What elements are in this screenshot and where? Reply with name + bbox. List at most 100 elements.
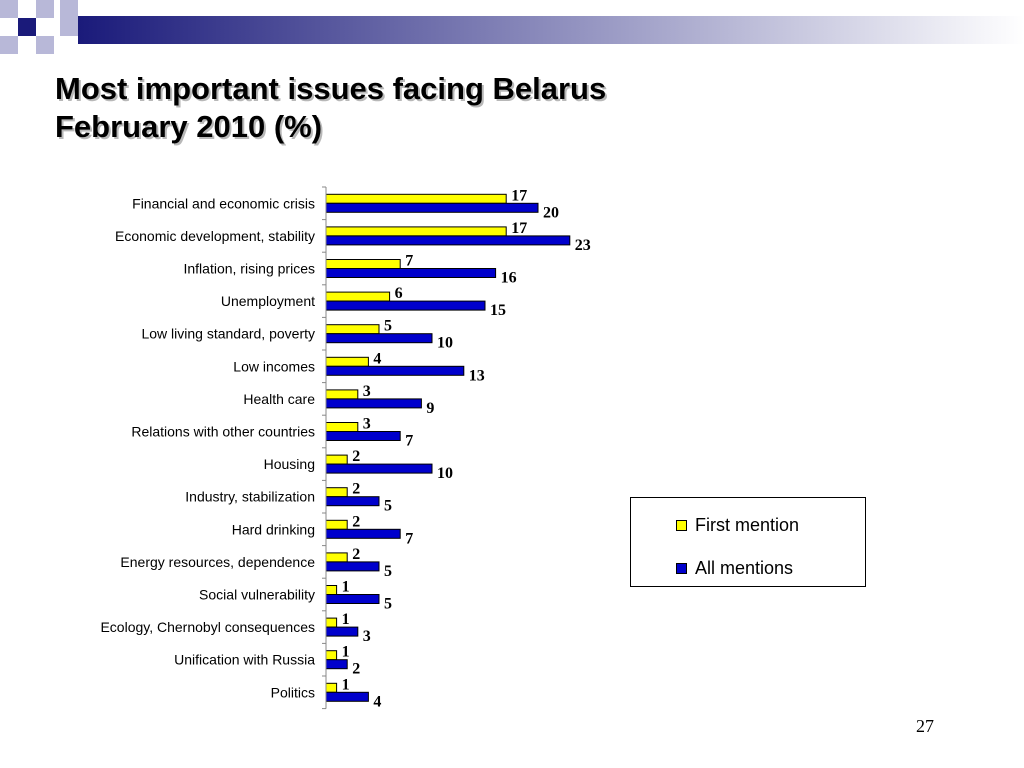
decor-square [42,18,56,32]
data-label-first-mention: 2 [352,546,360,563]
bar-first-mention [325,454,348,465]
category-label: Low incomes [233,358,315,374]
decor-square [18,18,36,36]
decor-square [36,0,54,18]
category-label: Financial and economic crisis [132,195,315,211]
data-label-first-mention: 17 [511,220,527,237]
data-label-all-mentions: 4 [373,693,381,710]
data-label-first-mention: 1 [342,644,350,661]
bar-first-mention [325,422,359,432]
legend-swatch-first-mention [676,520,687,531]
corner-decoration [0,0,1024,54]
decor-square [0,36,18,54]
bar-first-mention [325,291,391,302]
data-label-first-mention: 3 [363,383,371,400]
bar-first-mention [325,259,401,269]
category-label: Politics [271,684,315,700]
title-line-1: Most important issues facing Belarus [55,71,607,106]
legend-item-first-mention: First mention [676,515,799,536]
legend-swatch-all-mentions [676,563,687,574]
category-label: Hard drinking [232,521,315,537]
bar-first-mention [325,552,348,563]
bar-first-mention [325,389,359,400]
data-label-all-mentions: 2 [352,661,360,678]
legend-label-all-mentions: All mentions [695,558,794,578]
data-label-all-mentions: 15 [490,302,506,319]
slide-title: Most important issues facing Belarus Feb… [55,70,606,146]
data-label-all-mentions: 9 [426,400,434,417]
legend-label-first-mention: First mention [695,515,800,535]
bar-all-mentions [325,528,401,539]
bar-all-mentions [325,463,433,474]
data-label-all-mentions: 5 [384,563,392,580]
category-label: Unification with Russia [174,652,315,668]
data-label-first-mention: 2 [352,481,360,498]
bar-first-mention [325,324,380,335]
bar-first-mention [325,617,338,628]
category-label: Inflation, rising prices [183,261,315,277]
data-label-all-mentions: 16 [501,270,517,287]
data-label-first-mention: 2 [352,513,360,530]
decor-square [18,0,32,14]
bar-first-mention [325,519,348,530]
data-label-all-mentions: 10 [437,335,453,352]
data-label-first-mention: 4 [373,350,381,367]
data-label-all-mentions: 13 [469,367,485,384]
category-label: Relations with other countries [131,424,315,440]
data-label-first-mention: 2 [352,448,360,465]
data-label-all-mentions: 7 [405,530,413,547]
bar-first-mention [325,682,338,693]
category-label: Energy resources, dependence [120,554,315,570]
title-line-2: February 2010 (%) [55,109,323,144]
category-label: Housing [264,456,315,472]
bar-all-mentions [325,496,380,507]
decor-square [60,18,78,36]
bar-first-mention [325,193,507,204]
category-label: Ecology, Chernobyl consequences [100,619,315,635]
decor-square [60,0,78,18]
data-label-all-mentions: 5 [384,596,392,613]
data-label-first-mention: 3 [363,416,371,433]
data-label-first-mention: 6 [395,285,403,302]
category-label: Low living standard, poverty [141,326,315,342]
bar-all-mentions [325,268,497,278]
data-label-first-mention: 1 [342,611,350,628]
category-label: Economic development, stability [115,228,315,244]
slide-number: 27 [916,716,934,736]
bar-first-mention [325,226,507,237]
bar-chart: Financial and economic crisis 1720Economi… [100,186,591,710]
bar-all-mentions [325,561,380,572]
decor-square [0,0,18,18]
bar-first-mention [325,585,338,595]
header-band [78,16,1024,44]
category-label: Health care [243,391,315,407]
decor-square [36,36,54,54]
data-label-all-mentions: 23 [575,237,591,254]
chart-legend: First mention All mentions [630,497,866,587]
data-label-first-mention: 7 [405,253,413,270]
data-label-all-mentions: 20 [543,204,559,221]
bar-first-mention [325,356,369,367]
bar-all-mentions [325,594,380,604]
data-label-all-mentions: 7 [405,433,413,450]
data-label-all-mentions: 3 [363,628,371,645]
data-label-first-mention: 1 [342,676,350,693]
bar-all-mentions [325,365,465,376]
bar-all-mentions [325,691,369,702]
data-label-first-mention: 1 [342,579,350,596]
bar-first-mention [325,650,338,661]
bar-all-mentions [325,202,539,213]
bar-first-mention [325,487,348,498]
data-label-first-mention: 5 [384,318,392,335]
category-label: Unemployment [221,293,315,309]
bar-all-mentions [325,659,348,670]
category-label: Social vulnerability [199,587,315,603]
bar-all-mentions [325,300,486,311]
bar-all-mentions [325,398,422,409]
bar-all-mentions [325,626,359,637]
bar-all-mentions [325,333,433,344]
legend-item-all-mentions: All mentions [676,558,793,579]
data-label-all-mentions: 5 [384,498,392,515]
data-label-all-mentions: 10 [437,465,453,482]
bar-all-mentions [325,431,401,441]
